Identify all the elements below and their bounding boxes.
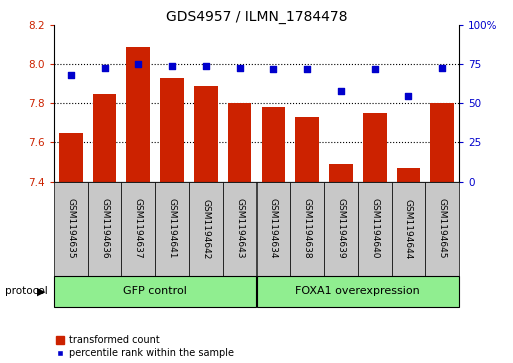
Bar [160, 78, 184, 182]
Bar [127, 47, 150, 182]
Bar [329, 164, 353, 182]
Text: GSM1194636: GSM1194636 [100, 198, 109, 259]
Point [269, 66, 278, 72]
Bar [88, 182, 122, 276]
Bar [290, 182, 324, 276]
Text: GSM1194634: GSM1194634 [269, 199, 278, 259]
Bar [194, 86, 218, 182]
Point [337, 88, 345, 94]
Point [438, 65, 446, 70]
Bar [363, 113, 386, 182]
Text: GFP control: GFP control [123, 286, 187, 296]
Legend: transformed count, percentile rank within the sample: transformed count, percentile rank withi… [56, 335, 234, 358]
Text: GSM1194637: GSM1194637 [134, 198, 143, 259]
Point [370, 66, 379, 72]
Bar [189, 182, 223, 276]
Bar [324, 182, 358, 276]
Text: GSM1194640: GSM1194640 [370, 199, 379, 259]
Text: protocol: protocol [5, 286, 48, 296]
Point [168, 63, 176, 69]
Bar [425, 182, 459, 276]
Bar [59, 133, 83, 182]
Point [404, 93, 412, 98]
Bar [54, 276, 256, 307]
Text: GSM1194635: GSM1194635 [66, 198, 75, 259]
Point [202, 63, 210, 69]
Bar [295, 117, 319, 182]
Bar [228, 103, 251, 182]
Text: GSM1194641: GSM1194641 [168, 199, 176, 259]
Text: GSM1194645: GSM1194645 [438, 199, 447, 259]
Text: FOXA1 overexpression: FOXA1 overexpression [295, 286, 420, 296]
Text: GSM1194643: GSM1194643 [235, 199, 244, 259]
Bar [397, 168, 420, 182]
Bar [358, 182, 391, 276]
Text: GSM1194639: GSM1194639 [337, 198, 345, 259]
Text: GSM1194644: GSM1194644 [404, 199, 413, 259]
Bar [256, 182, 290, 276]
Text: GSM1194642: GSM1194642 [201, 199, 210, 259]
Bar [155, 182, 189, 276]
Bar [122, 182, 155, 276]
Bar [262, 107, 285, 182]
Point [303, 66, 311, 72]
Point [235, 65, 244, 70]
Bar [54, 182, 88, 276]
Point [67, 73, 75, 78]
Bar [430, 103, 454, 182]
Text: ▶: ▶ [37, 286, 46, 296]
Text: GSM1194638: GSM1194638 [303, 198, 312, 259]
Bar [391, 182, 425, 276]
Point [134, 61, 143, 68]
Bar [256, 276, 459, 307]
Title: GDS4957 / ILMN_1784478: GDS4957 / ILMN_1784478 [166, 11, 347, 24]
Bar [223, 182, 256, 276]
Bar [93, 94, 116, 182]
Point [101, 65, 109, 70]
